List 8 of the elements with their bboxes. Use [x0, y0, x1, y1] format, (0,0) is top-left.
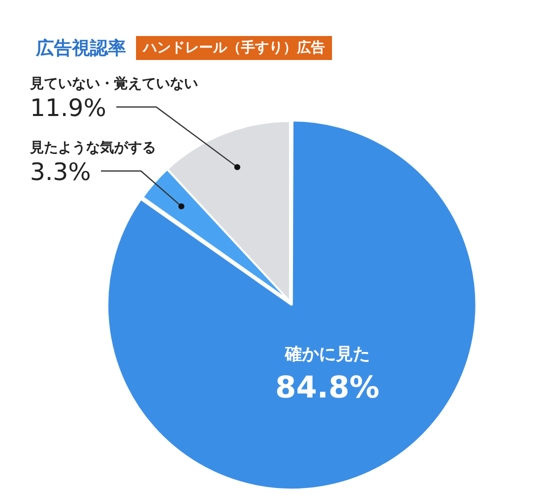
data-label: 11.9%: [30, 94, 106, 122]
chart-title: 広告視認率: [36, 37, 126, 60]
slice-label: 見ていない・覚えていない: [29, 75, 198, 92]
data-label: 84.8%: [275, 370, 380, 406]
chart-subtitle: ハンドレール（手すり）広告: [136, 36, 332, 60]
slice-label: 見たような気がする: [29, 140, 156, 156]
data-label: 3.3%: [30, 158, 91, 186]
slice-label: 確かに見た: [284, 344, 370, 365]
